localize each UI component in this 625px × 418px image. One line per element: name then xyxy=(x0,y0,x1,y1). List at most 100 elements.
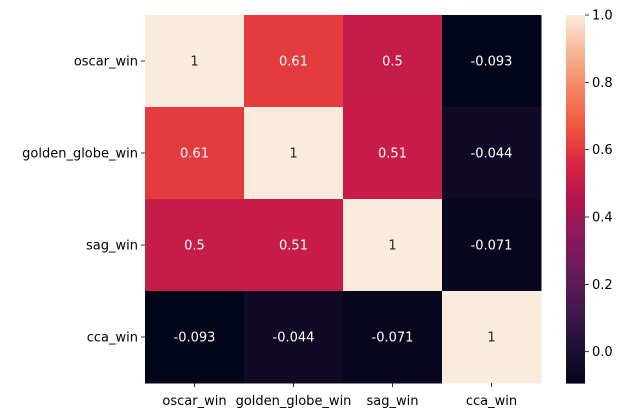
heatmap-cell xyxy=(244,199,344,292)
colorbar-segment xyxy=(566,37,585,40)
colorbar-segment xyxy=(566,225,585,228)
colorbar-segment xyxy=(566,319,585,322)
y-tick-label: cca_win xyxy=(87,331,138,346)
colorbar-segment xyxy=(566,49,585,52)
colorbar-segment xyxy=(566,71,585,74)
heatmap-cell xyxy=(145,291,245,384)
y-tick-label: oscar_win xyxy=(74,55,138,70)
colorbar-segment xyxy=(566,373,585,376)
colorbar-segment xyxy=(566,349,585,352)
colorbar-segment xyxy=(566,143,585,146)
colorbar-segment xyxy=(566,195,585,198)
colorbar-segment xyxy=(566,189,585,192)
colorbar-segment xyxy=(566,151,585,154)
colorbar-segment xyxy=(566,43,585,46)
colorbar-segment xyxy=(566,77,585,80)
colorbar-segment xyxy=(566,171,585,174)
colorbar-segment xyxy=(566,231,585,234)
colorbar-segment xyxy=(566,257,585,260)
colorbar-segment xyxy=(566,207,585,210)
colorbar-segment xyxy=(566,355,585,358)
heatmap-cell xyxy=(442,107,542,200)
colorbar-segment xyxy=(566,377,585,380)
colorbar-segment xyxy=(566,239,585,242)
colorbar-segment xyxy=(566,375,585,378)
colorbar-segment xyxy=(566,219,585,222)
colorbar-segment xyxy=(566,303,585,306)
colorbar: 0.0 0.2 0.4 0.6 0.8 1.0 xyxy=(566,9,613,384)
colorbar-segment xyxy=(566,157,585,160)
colorbar-segment xyxy=(566,363,585,366)
colorbar-segment xyxy=(566,269,585,272)
colorbar-segment xyxy=(566,19,585,22)
colorbar-segment xyxy=(566,61,585,64)
colorbar-tick-label: 0.6 xyxy=(592,143,613,158)
colorbar-segment xyxy=(566,69,585,72)
colorbar-segment xyxy=(566,131,585,134)
colorbar-segment xyxy=(566,253,585,256)
colorbar-segment xyxy=(566,245,585,248)
colorbar-segment xyxy=(566,279,585,282)
colorbar-segment xyxy=(566,31,585,34)
colorbar-segment xyxy=(566,177,585,180)
colorbar-segment xyxy=(566,155,585,158)
heatmap-cell xyxy=(343,199,443,292)
cell-annotation: -0.044 xyxy=(273,331,315,346)
colorbar-segment xyxy=(566,371,585,374)
colorbar-segment xyxy=(566,343,585,346)
colorbar-segment xyxy=(566,115,585,118)
cell-annotation: -0.071 xyxy=(372,331,414,346)
x-axis: oscar_win golden_globe_win sag_win cca_win xyxy=(162,383,517,409)
colorbar-segment xyxy=(566,221,585,224)
colorbar-segment xyxy=(566,129,585,132)
colorbar-segment xyxy=(566,227,585,230)
colorbar-segment xyxy=(566,75,585,78)
heatmap-cell xyxy=(145,107,245,200)
colorbar-segment xyxy=(566,213,585,216)
colorbar-segment xyxy=(566,361,585,364)
cell-annotation: 1 xyxy=(487,331,495,346)
colorbar-segment xyxy=(566,307,585,310)
colorbar-tick-label: 0.8 xyxy=(592,76,613,91)
colorbar-segment xyxy=(566,23,585,26)
heatmap-cell xyxy=(244,291,344,384)
colorbar-segment xyxy=(566,255,585,258)
colorbar-segment xyxy=(566,283,585,286)
colorbar-segment xyxy=(566,107,585,110)
colorbar-segment xyxy=(566,333,585,336)
cell-annotation: -0.071 xyxy=(471,239,513,254)
colorbar-segment xyxy=(566,291,585,294)
colorbar-segment xyxy=(566,53,585,56)
colorbar-segment xyxy=(566,39,585,42)
colorbar-segment xyxy=(566,15,585,18)
heatmap-cell xyxy=(343,291,443,384)
colorbar-segment xyxy=(566,103,585,106)
colorbar-segment xyxy=(566,275,585,278)
colorbar-segment xyxy=(566,203,585,206)
cell-annotation: 0.5 xyxy=(382,55,403,70)
colorbar-segment xyxy=(566,293,585,296)
cell-annotation: -0.093 xyxy=(471,55,513,70)
colorbar-segment xyxy=(566,297,585,300)
colorbar-segment xyxy=(566,161,585,164)
colorbar-segment xyxy=(566,295,585,298)
colorbar-segment xyxy=(566,217,585,220)
colorbar-segment xyxy=(566,165,585,168)
colorbar-segment xyxy=(566,137,585,140)
colorbar-segment xyxy=(566,209,585,212)
colorbar-segment xyxy=(566,359,585,362)
colorbar-segment xyxy=(566,73,585,76)
colorbar-segment xyxy=(566,197,585,200)
colorbar-segment xyxy=(566,121,585,124)
colorbar-segment xyxy=(566,93,585,96)
colorbar-segment xyxy=(566,331,585,334)
colorbar-segment xyxy=(566,25,585,28)
colorbar-segment xyxy=(566,205,585,208)
colorbar-segment xyxy=(566,91,585,94)
colorbar-segment xyxy=(566,261,585,264)
colorbar-segment xyxy=(566,315,585,318)
colorbar-segment xyxy=(566,271,585,274)
colorbar-segment xyxy=(566,125,585,128)
heatmap-cell xyxy=(145,15,245,108)
colorbar-segment xyxy=(566,353,585,356)
